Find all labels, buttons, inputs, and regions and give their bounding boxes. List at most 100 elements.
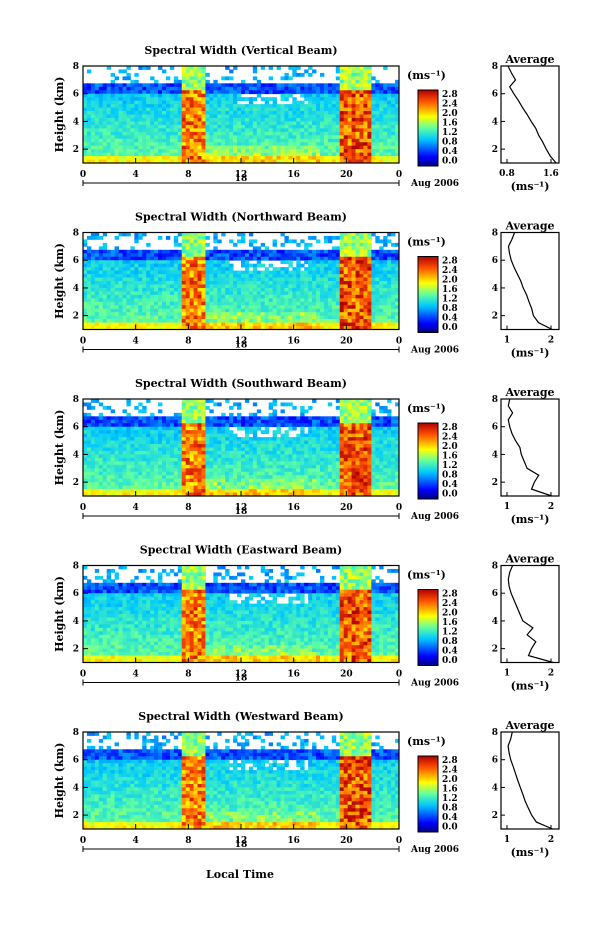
heatmap-cell (126, 260, 131, 265)
heatmap-cell (225, 249, 230, 254)
heatmap-cell (308, 104, 313, 108)
heatmap-cell (83, 450, 88, 455)
heatmap-cell (237, 274, 242, 278)
heatmap-cell (379, 308, 384, 313)
heatmap-cell (300, 149, 305, 153)
heatmap-cell (134, 287, 139, 292)
heatmap-cell (189, 281, 194, 285)
heatmap-cell (320, 284, 325, 289)
heatmap-cell (312, 111, 317, 115)
heatmap-cell (102, 131, 108, 136)
heatmap-cell (225, 291, 230, 296)
heatmap-cell (292, 97, 297, 102)
heatmap-cell (288, 298, 293, 303)
heatmap-cell (347, 79, 352, 84)
heatmap-cell (213, 267, 218, 271)
heatmap-cell (272, 107, 277, 112)
heatmap-cell (138, 489, 143, 493)
heatmap-cell (150, 444, 155, 448)
heatmap-cell (217, 281, 222, 285)
heatmap-cell (387, 111, 392, 115)
heatmap-cell (110, 79, 115, 84)
heatmap-cell (102, 298, 108, 303)
heatmap-cell (320, 277, 325, 282)
heatmap-cell (241, 305, 246, 310)
heatmap-cell (110, 121, 115, 126)
heatmap-cell (280, 308, 285, 313)
heatmap-cell (221, 90, 226, 95)
heatmap-cell (146, 419, 151, 424)
heatmap-cell (327, 267, 333, 271)
heatmap-cell (256, 284, 262, 289)
heatmap-cell (225, 149, 230, 153)
heatmap-cell (181, 312, 187, 317)
heatmap-cell (288, 93, 293, 98)
heatmap-cell (177, 294, 183, 299)
heatmap-cell (395, 284, 400, 289)
heatmap-cell (347, 263, 352, 268)
heatmap-cell (130, 159, 135, 164)
heatmap-cell (169, 149, 175, 153)
heatmap-cell (359, 135, 364, 140)
heatmap-cell (327, 256, 333, 261)
heatmap-cell (355, 315, 360, 320)
heatmap-cell (126, 72, 131, 77)
heatmap-cell (355, 128, 360, 133)
heatmap-cell (233, 124, 238, 129)
heatmap-cell (94, 135, 100, 140)
heatmap-cell (130, 104, 135, 108)
heatmap-cell (264, 138, 270, 143)
heatmap-cell (213, 97, 218, 102)
heatmap-cell (106, 128, 112, 133)
heatmap-cell (260, 277, 266, 282)
heatmap-cell (130, 430, 135, 435)
heatmap-cell (343, 287, 349, 292)
heatmap-cell (387, 274, 392, 278)
heatmap-cell (343, 149, 349, 153)
heatmap-cell (181, 319, 187, 323)
heatmap-cell (335, 319, 341, 323)
heatmap-cell (165, 86, 171, 91)
heatmap-cell (241, 249, 246, 254)
heatmap-cell (363, 284, 368, 289)
heatmap-cell (197, 287, 202, 292)
heatmap-cell (193, 263, 198, 268)
heatmap-cell (209, 111, 214, 115)
heatmap-cell (102, 145, 108, 150)
heatmap-cell (150, 315, 155, 320)
heatmap-cell (300, 319, 305, 323)
heatmap-cell (150, 111, 155, 115)
heatmap-cell (343, 142, 349, 147)
heatmap-cell (118, 100, 123, 105)
heatmap-cell (126, 298, 131, 303)
heatmap-cell (158, 121, 163, 126)
heatmap-cell (387, 312, 392, 317)
heatmap-cell (292, 156, 297, 160)
heatmap-cell (256, 312, 262, 317)
heatmap-cell (154, 468, 159, 473)
heatmap-cell (276, 152, 281, 157)
heatmap-cell (86, 287, 92, 292)
heatmap-cell (335, 277, 341, 282)
heatmap-cell (221, 284, 226, 289)
heatmap-cell (260, 312, 266, 317)
heatmap-cell (150, 457, 155, 462)
heatmap-cell (383, 305, 388, 310)
heatmap-cell (181, 114, 187, 119)
heatmap-cell (209, 138, 214, 143)
heatmap-cell (158, 419, 163, 424)
heatmap-cell (304, 138, 309, 143)
day-label: 18 (235, 174, 248, 184)
heatmap-cell (173, 156, 179, 160)
heatmap-cell (292, 159, 297, 164)
heatmap-cell (359, 246, 364, 251)
heatmap-cell (327, 156, 333, 160)
heatmap-cell (118, 124, 123, 129)
heatmap-cell (221, 97, 226, 102)
heatmap-cell (154, 274, 159, 278)
heatmap-cell (244, 253, 250, 258)
heatmap-cell (359, 232, 364, 237)
x-tick-label: 0 (80, 170, 86, 180)
heatmap-cell (106, 66, 112, 70)
heatmap-cell (94, 457, 100, 462)
